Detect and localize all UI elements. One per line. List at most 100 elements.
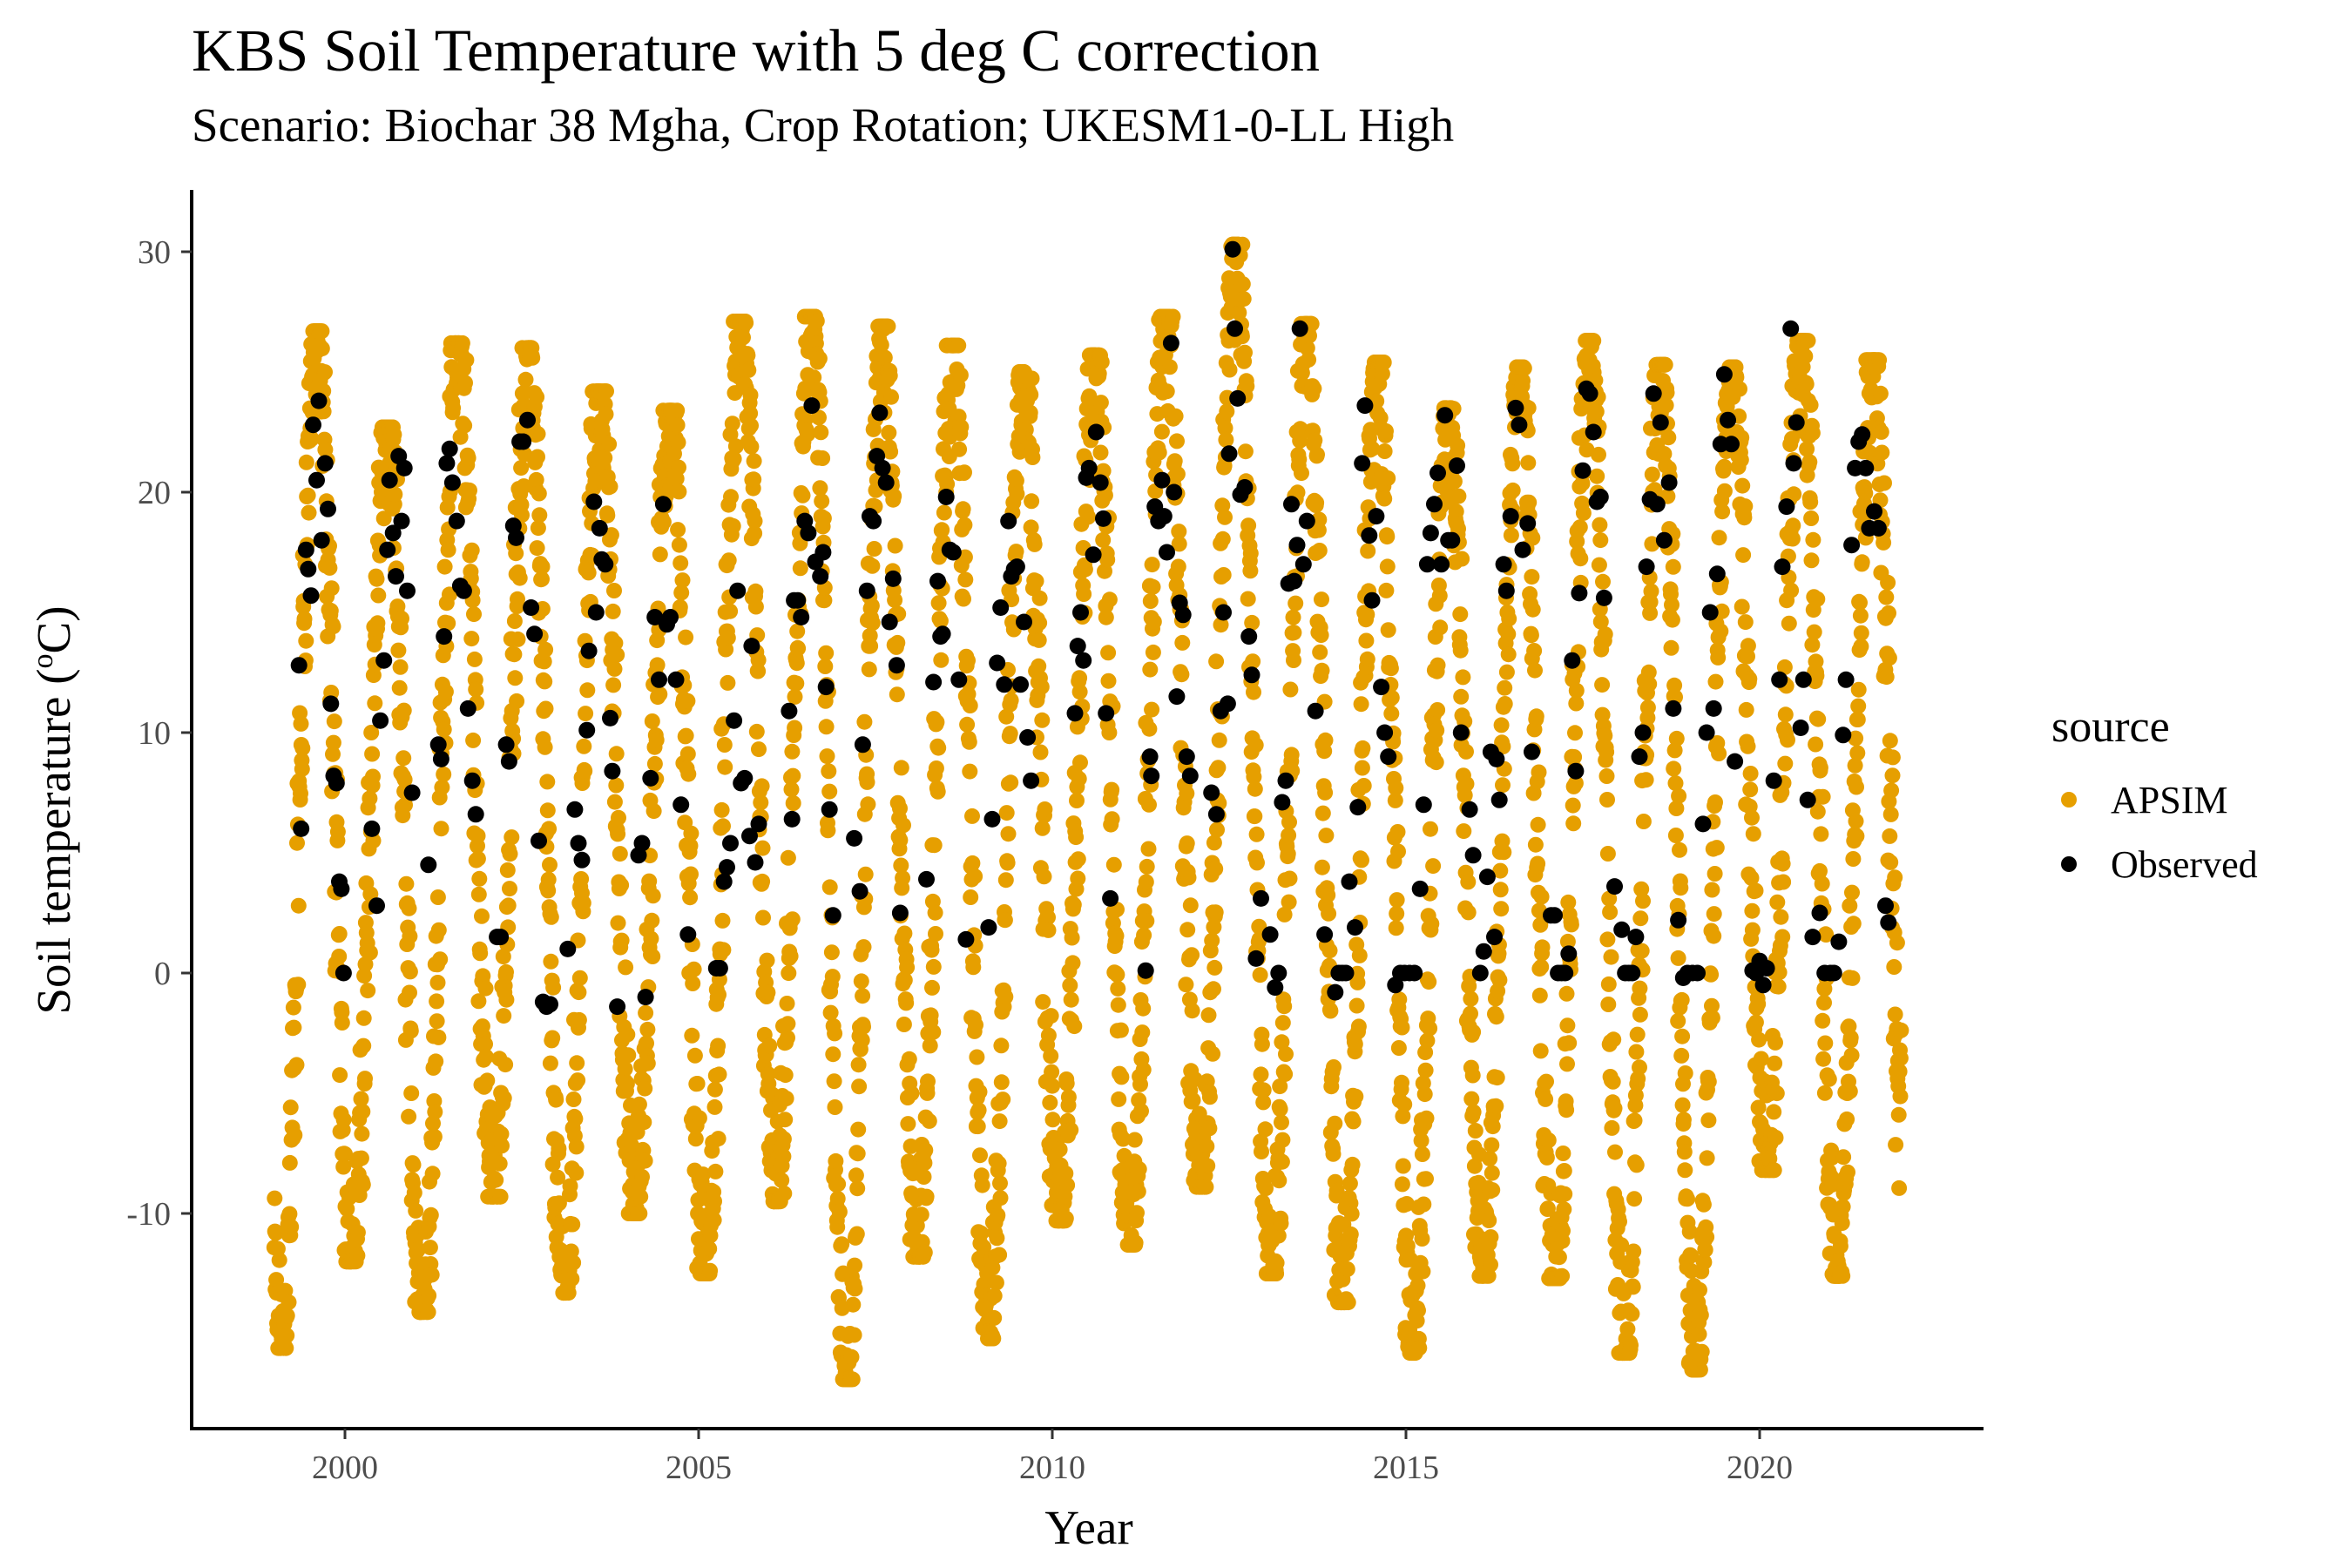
apsim-point [1129, 1205, 1145, 1221]
apsim-point [1488, 1009, 1504, 1025]
apsim-point [1240, 591, 1256, 607]
apsim-point [1464, 1067, 1481, 1084]
apsim-point [1530, 855, 1546, 872]
apsim-point [903, 1085, 920, 1102]
apsim-point [750, 652, 767, 668]
apsim-point [1633, 943, 1650, 959]
observed-point [335, 964, 352, 982]
apsim-point [1808, 667, 1825, 684]
apsim-point [993, 1074, 1010, 1091]
apsim-point [1707, 794, 1723, 810]
apsim-point [1002, 726, 1018, 742]
apsim-point [1533, 959, 1550, 975]
apsim-point [922, 1037, 938, 1054]
apsim-point [998, 805, 1015, 821]
observed-point [846, 829, 863, 847]
apsim-point [1070, 851, 1086, 868]
observed-point [888, 657, 905, 674]
apsim-point [524, 349, 541, 366]
observed-point [1016, 613, 1032, 631]
apsim-point [1040, 909, 1056, 926]
apsim-point [409, 1241, 426, 1258]
apsim-point [1268, 1254, 1285, 1271]
observed-point [1236, 479, 1254, 496]
apsim-point [1716, 458, 1733, 475]
observed-point [1277, 772, 1294, 789]
apsim-point [812, 480, 828, 497]
apsim-point [849, 1180, 866, 1197]
apsim-point [1600, 976, 1617, 992]
apsim-point [1028, 573, 1044, 590]
observed-point [1415, 796, 1432, 814]
apsim-point [1734, 477, 1751, 494]
apsim-point [1453, 688, 1470, 705]
apsim-point [824, 969, 841, 985]
apsim-point [782, 948, 799, 964]
apsim-point [827, 1025, 843, 1042]
apsim-point [1098, 609, 1114, 625]
apsim-point [1692, 1281, 1707, 1298]
apsim-point [964, 808, 980, 824]
observed-point [891, 904, 909, 922]
apsim-point [1286, 652, 1301, 668]
observed-point [1592, 489, 1609, 505]
apsim-point [887, 537, 903, 554]
apsim-point [1559, 1017, 1576, 1034]
observed-point [602, 709, 618, 727]
apsim-point [1206, 981, 1221, 997]
apsim-point [1520, 400, 1537, 416]
observed-point [578, 721, 596, 739]
observed-point [800, 524, 817, 542]
observed-point [1655, 531, 1673, 549]
apsim-point [1664, 597, 1680, 613]
apsim-point [1036, 868, 1052, 885]
observed-point [1000, 512, 1017, 530]
apsim-point [917, 1142, 934, 1159]
apsim-point [1558, 985, 1575, 1002]
apsim-point [290, 977, 307, 993]
apsim-point [1500, 646, 1517, 663]
apsim-point [1483, 1256, 1498, 1273]
apsim-point [1452, 606, 1469, 623]
apsim-point [1246, 768, 1262, 785]
apsim-point [1666, 760, 1682, 777]
apsim-point [1890, 1106, 1907, 1123]
apsim-point [685, 976, 701, 991]
observed-point [1406, 964, 1423, 982]
observed-point [1854, 426, 1871, 443]
apsim-point [781, 965, 797, 982]
apsim-point [1493, 717, 1510, 733]
apsim-point [1821, 1071, 1837, 1087]
apsim-point [1568, 682, 1585, 699]
observed-point [1857, 459, 1875, 476]
apsim-point [1592, 613, 1609, 630]
apsim-point [1818, 927, 1835, 943]
observed-point [515, 433, 532, 450]
observed-point [310, 392, 328, 409]
observed-point [508, 529, 524, 546]
apsim-point [1497, 679, 1513, 696]
apsim-point [602, 478, 618, 495]
apsim-point [599, 507, 616, 524]
apsim-point [1667, 828, 1684, 843]
apsim-point [491, 1155, 508, 1172]
observed-point [441, 440, 458, 457]
apsim-point [710, 1131, 727, 1147]
apsim-point [827, 1099, 843, 1115]
apsim-point [928, 760, 944, 776]
observed-point [1429, 464, 1446, 482]
apsim-point [531, 507, 548, 524]
apsim-point [642, 848, 659, 864]
apsim-point [301, 504, 317, 521]
apsim-point [601, 436, 618, 452]
apsim-point [671, 459, 686, 476]
observed-point [1452, 724, 1470, 741]
apsim-point [962, 698, 978, 713]
apsim-point [1299, 340, 1315, 356]
apsim-point [1348, 1088, 1364, 1105]
observed-point [1723, 436, 1740, 453]
apsim-point [1325, 1146, 1342, 1162]
apsim-point [1668, 801, 1685, 816]
apsim-point [1784, 531, 1801, 547]
apsim-point [818, 719, 835, 735]
